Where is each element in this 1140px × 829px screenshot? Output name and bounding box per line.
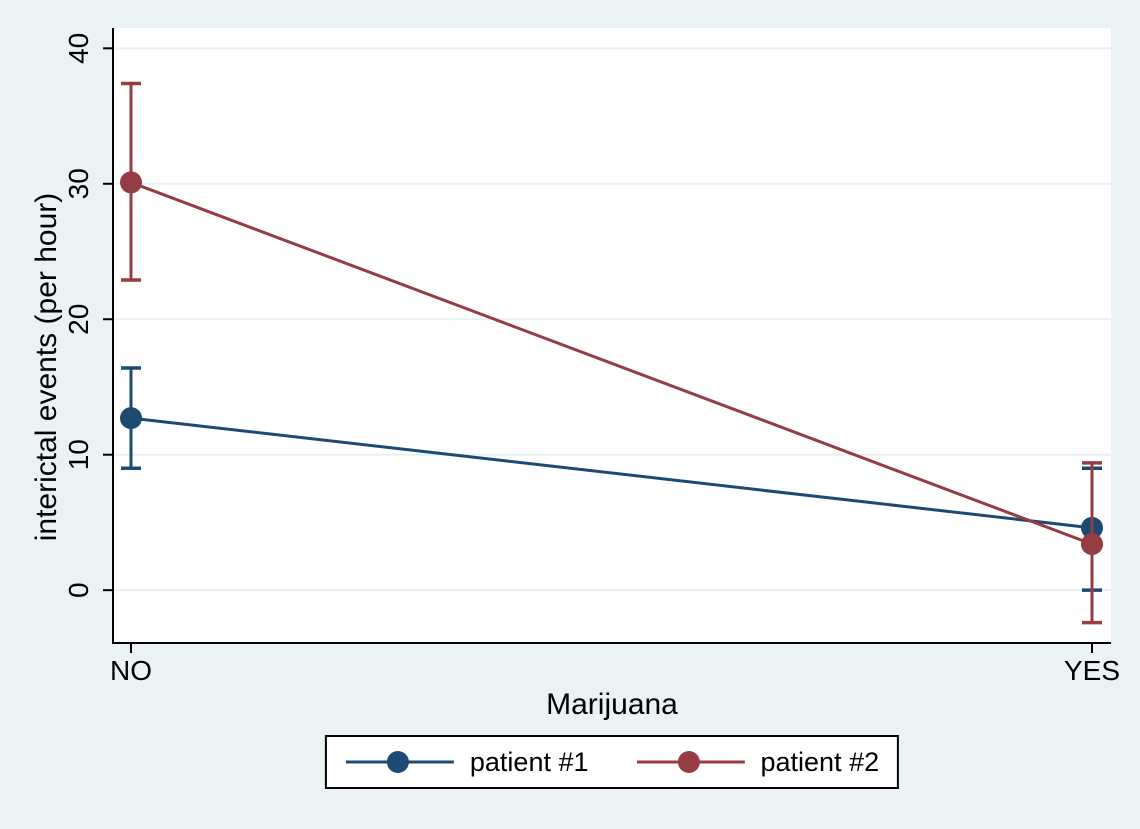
legend-label: patient #2	[760, 746, 880, 777]
legend-marker-icon	[345, 751, 454, 773]
x-tick-label: NO	[110, 655, 152, 686]
y-axis-title: interictal events (per hour)	[30, 192, 63, 542]
legend-item: patient #1	[345, 747, 589, 778]
x-tick-label: YES	[1064, 655, 1120, 686]
y-tick-label: 20	[63, 304, 94, 335]
legend-marker-icon	[636, 751, 745, 773]
series-line-2	[130, 181, 1093, 546]
data-point-marker	[1081, 533, 1103, 556]
series-line-1	[130, 416, 1093, 530]
legend-dot	[386, 751, 409, 773]
y-tick-label: 10	[63, 439, 94, 470]
data-point-marker	[120, 171, 142, 194]
x-axis-title: Marijuana	[546, 688, 678, 721]
legend-item: patient #2	[636, 746, 880, 778]
legend: patient #1 patient #2	[324, 735, 900, 789]
legend-dot	[677, 751, 700, 773]
y-tick-label: 30	[63, 168, 94, 199]
data-point-marker	[120, 407, 142, 430]
y-tick-label: 40	[63, 33, 94, 64]
plot-background	[113, 28, 1111, 643]
legend-label: patient #1	[469, 746, 589, 777]
y-tick-label: 0	[63, 582, 94, 598]
